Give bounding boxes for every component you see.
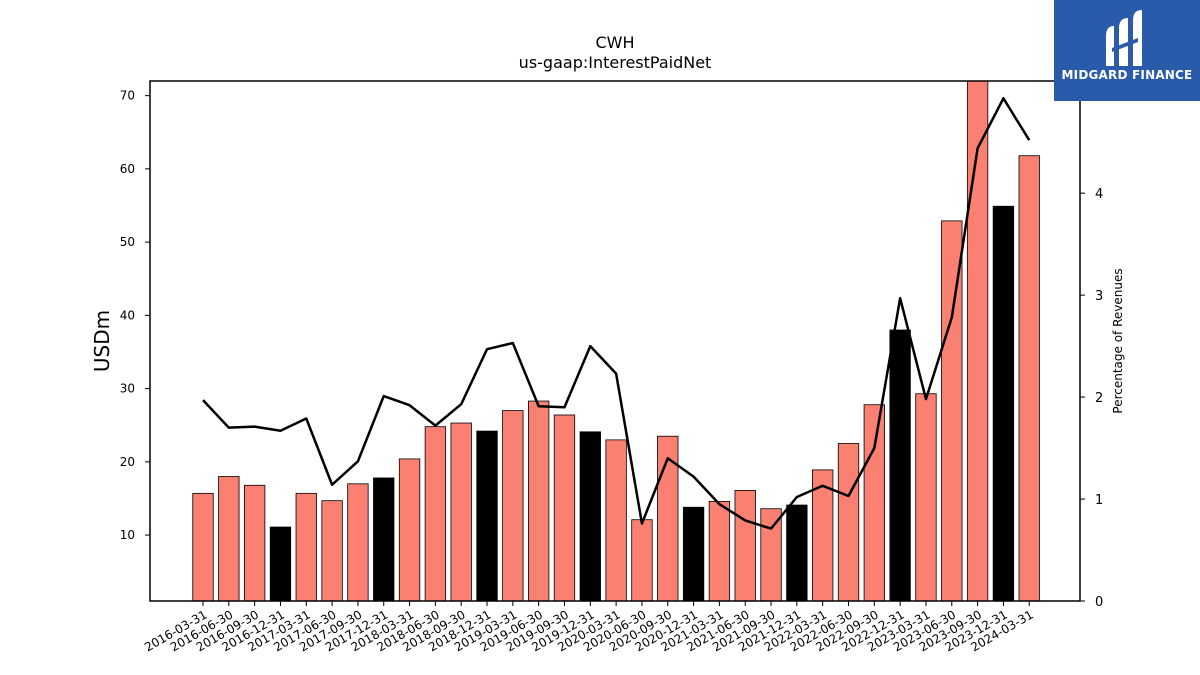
y2-tick-label: 4	[1095, 187, 1103, 202]
bar	[1018, 155, 1040, 602]
bar	[192, 492, 214, 602]
bar	[553, 414, 576, 602]
bar	[605, 439, 627, 602]
bar	[218, 476, 240, 602]
bar	[450, 422, 472, 602]
midgard-finance-logo: MIDGARD FINANCE	[1054, 0, 1200, 101]
bar	[786, 504, 808, 602]
percentage-line	[202, 97, 1031, 530]
bar	[398, 458, 421, 602]
bar	[889, 329, 911, 602]
bar	[837, 443, 860, 602]
bar	[424, 426, 447, 602]
midgard-logo-icon	[1106, 10, 1142, 66]
bar	[476, 430, 498, 602]
bar	[631, 519, 653, 602]
bar	[915, 393, 937, 602]
bar	[347, 483, 369, 602]
bar	[502, 410, 524, 602]
bar	[243, 484, 266, 602]
bar	[760, 508, 782, 602]
y-tick-label: 10	[120, 528, 135, 542]
y-axis-left: 10 20 30 40 50 60 70	[120, 89, 150, 542]
bar	[295, 492, 317, 602]
logo-text: MIDGARD FINANCE	[1061, 68, 1193, 82]
y-axis-label: USDm	[90, 310, 114, 372]
y-tick-label: 70	[120, 89, 135, 103]
bar	[528, 400, 550, 602]
bar	[992, 205, 1015, 602]
y-tick-label: 20	[120, 455, 135, 469]
bar	[373, 477, 395, 602]
bars-group	[192, 80, 1040, 602]
y-tick-label: 50	[120, 235, 135, 249]
bar	[321, 500, 343, 602]
y-tick-label: 40	[120, 308, 135, 322]
plot-frame	[149, 80, 1081, 602]
y-axis-right: 012345	[1080, 85, 1103, 610]
y-tick-label: 60	[120, 162, 135, 176]
chart-title: CWH	[595, 33, 634, 52]
y-tick-label: 30	[120, 382, 135, 396]
line-group	[202, 97, 1031, 530]
chart-subtitle: us-gaap:InterestPaidNet	[519, 53, 712, 72]
y2-tick-label: 1	[1095, 493, 1103, 508]
bar	[966, 80, 989, 602]
bar	[579, 431, 601, 602]
y2-tick-label: 0	[1095, 595, 1103, 610]
bar	[734, 490, 756, 602]
y2-axis-label: Percentage of Revenues	[1111, 268, 1125, 413]
bar	[269, 526, 292, 602]
bar	[708, 500, 731, 602]
x-axis: 2016-03-312016-06-302016-09-302016-12-31…	[142, 601, 1036, 654]
y2-tick-label: 2	[1095, 391, 1103, 406]
y2-tick-label: 3	[1095, 289, 1103, 304]
bar	[863, 404, 885, 602]
bar	[682, 506, 705, 602]
